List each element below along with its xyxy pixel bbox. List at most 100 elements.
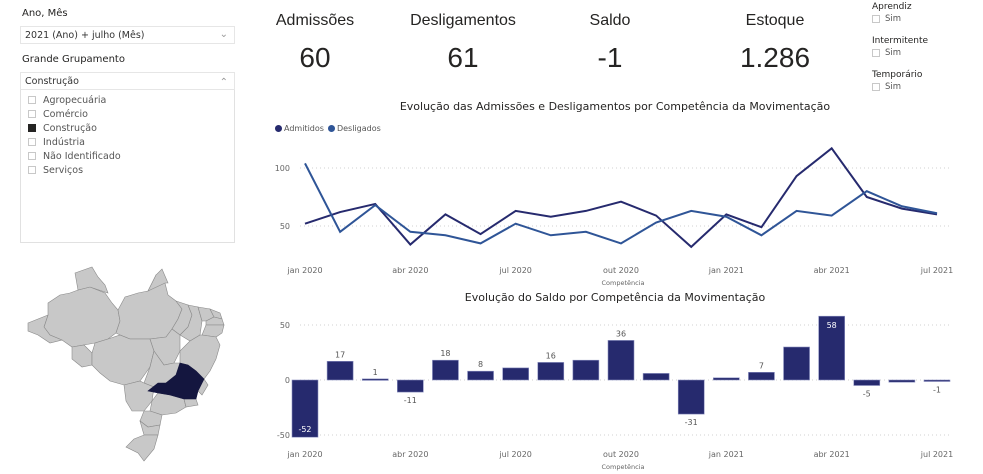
bar[interactable] <box>467 370 494 381</box>
data-point-desligados[interactable] <box>866 190 868 192</box>
state-mt[interactable] <box>91 334 155 386</box>
grupamento-options-list: Agropecuária Comércio Construção Indústria N… <box>20 90 235 243</box>
bar-data-label: -31 <box>685 418 698 427</box>
bar[interactable] <box>537 362 565 381</box>
state-ms[interactable] <box>123 380 155 412</box>
data-point-desligados[interactable] <box>444 234 446 236</box>
bar[interactable] <box>923 379 951 382</box>
flag-intermitente-option[interactable]: Sim <box>872 48 928 58</box>
data-point-desligados[interactable] <box>795 210 797 212</box>
data-point-admitidos[interactable] <box>725 213 727 215</box>
data-point-desligados[interactable] <box>725 216 727 218</box>
ano-mes-dropdown[interactable]: 2021 (Ano) + julho (Mês) ⌄ <box>20 26 235 44</box>
grupamento-option[interactable]: Agropecuária <box>21 93 234 107</box>
bar[interactable] <box>361 378 389 381</box>
state-sc[interactable] <box>139 420 161 436</box>
bar-data-label: 18 <box>440 349 450 358</box>
bar[interactable] <box>397 379 424 393</box>
state-mg-highlighted[interactable] <box>147 362 205 400</box>
legend-desligados-label[interactable]: Desligados <box>336 124 381 133</box>
data-point-admitidos[interactable] <box>795 175 797 177</box>
checkbox-icon[interactable] <box>872 83 880 91</box>
legend-admitidos-label[interactable]: Admitidos <box>284 124 324 133</box>
flag-aprendiz-option[interactable]: Sim <box>872 14 912 24</box>
data-point-admitidos[interactable] <box>760 226 762 228</box>
bar[interactable] <box>502 367 529 381</box>
checkbox-checked-icon[interactable] <box>28 124 36 132</box>
brazil-map[interactable] <box>20 255 240 470</box>
data-point-admitidos[interactable] <box>550 216 552 218</box>
map-states <box>27 266 225 462</box>
data-point-desligados[interactable] <box>374 204 376 206</box>
data-point-admitidos[interactable] <box>830 147 832 149</box>
data-point-admitidos[interactable] <box>339 211 341 213</box>
state-al-se[interactable] <box>201 324 225 338</box>
data-point-desligados[interactable] <box>936 212 938 214</box>
bar[interactable] <box>572 359 600 381</box>
data-point-admitidos[interactable] <box>655 214 657 216</box>
bar[interactable] <box>326 360 354 381</box>
bar[interactable] <box>432 359 459 381</box>
data-point-admitidos[interactable] <box>514 210 516 212</box>
data-point-desligados[interactable] <box>655 221 657 223</box>
checkbox-icon[interactable] <box>28 96 36 104</box>
data-point-admitidos[interactable] <box>866 196 868 198</box>
state-ap[interactable] <box>147 268 169 292</box>
data-point-desligados[interactable] <box>304 162 306 164</box>
bar[interactable] <box>888 379 916 383</box>
state-rr[interactable] <box>74 266 109 294</box>
bar-chart[interactable]: -50 0 50 -52 17 1 -11 18 8 16 36 -31 7 58 -5 -1 jan 2020… <box>270 308 970 474</box>
data-point-admitidos[interactable] <box>620 200 622 202</box>
grupamento-option[interactable]: Construção <box>21 121 234 135</box>
series-line-admitidos[interactable] <box>304 146 938 249</box>
state-rj[interactable] <box>183 398 199 408</box>
flag-temporario-option[interactable]: Sim <box>872 82 922 92</box>
grupamento-option[interactable]: Não Identificado <box>21 149 234 163</box>
checkbox-icon[interactable] <box>28 166 36 174</box>
bar[interactable] <box>853 379 881 386</box>
bar[interactable] <box>642 373 670 381</box>
data-point-desligados[interactable] <box>760 234 762 236</box>
line-chart[interactable]: 50 100 jan 2020 abr 2020 jul 2020 out 2020 jan… <box>270 140 970 290</box>
data-point-desligados[interactable] <box>620 242 622 244</box>
grupamento-option[interactable]: Serviços <box>21 163 234 177</box>
data-point-admitidos[interactable] <box>409 243 411 245</box>
data-point-admitidos[interactable] <box>444 213 446 215</box>
data-point-desligados[interactable] <box>514 222 516 224</box>
checkbox-icon[interactable] <box>28 110 36 118</box>
data-point-desligados[interactable] <box>550 234 552 236</box>
data-point-desligados[interactable] <box>339 231 341 233</box>
bar[interactable] <box>713 377 740 381</box>
bar[interactable] <box>783 346 810 381</box>
data-point-desligados[interactable] <box>830 214 832 216</box>
state-rs[interactable] <box>125 434 159 462</box>
bar[interactable] <box>818 315 845 381</box>
data-point-admitidos[interactable] <box>901 207 903 209</box>
checkbox-icon[interactable] <box>28 152 36 160</box>
grupamento-dropdown[interactable]: Construção ⌃ <box>20 72 235 90</box>
data-point-admitidos[interactable] <box>690 246 692 248</box>
data-point-desligados[interactable] <box>409 231 411 233</box>
checkbox-icon[interactable] <box>872 15 880 23</box>
data-point-desligados[interactable] <box>901 205 903 207</box>
bar-data-label: -1 <box>933 386 941 395</box>
bar[interactable] <box>677 379 705 415</box>
data-point-admitidos[interactable] <box>585 210 587 212</box>
checkbox-icon[interactable] <box>28 138 36 146</box>
state-ac[interactable] <box>27 314 63 344</box>
bar-data-label: -11 <box>404 396 417 405</box>
series-line-desligados[interactable] <box>304 162 938 245</box>
data-point-admitidos[interactable] <box>304 222 306 224</box>
data-point-desligados[interactable] <box>479 242 481 244</box>
bar[interactable] <box>607 340 635 381</box>
bar[interactable] <box>291 379 319 438</box>
grupamento-option[interactable]: Comércio <box>21 107 234 121</box>
state-ro[interactable] <box>71 344 93 368</box>
checkbox-icon[interactable] <box>872 49 880 57</box>
x-axis-title: Competência <box>601 463 644 471</box>
data-point-desligados[interactable] <box>690 210 692 212</box>
data-point-desligados[interactable] <box>585 231 587 233</box>
bar[interactable] <box>748 372 775 381</box>
data-point-admitidos[interactable] <box>479 233 481 235</box>
grupamento-option[interactable]: Indústria <box>21 135 234 149</box>
